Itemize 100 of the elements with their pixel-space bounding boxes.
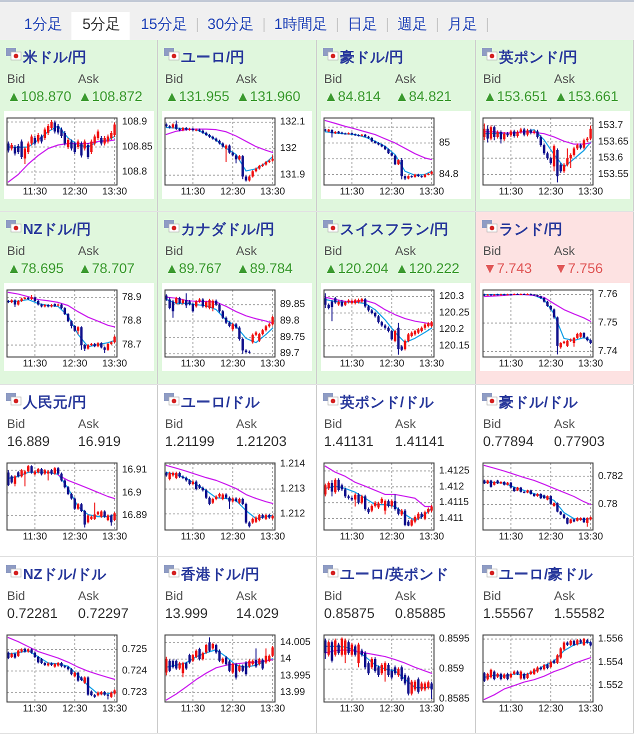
candlestick xyxy=(394,329,396,343)
chart-title: NZドル/ドル xyxy=(23,567,108,583)
chart-title: ランド/円 xyxy=(499,222,564,238)
candlestick xyxy=(589,125,592,141)
candlestick xyxy=(198,647,201,661)
chart-title: NZドル/円 xyxy=(23,222,92,238)
y-tick-label: 78.8 xyxy=(122,316,142,327)
y-tick-label: 89.8 xyxy=(280,316,300,327)
candlestick xyxy=(493,670,496,681)
candlestick xyxy=(500,130,502,144)
text: Ask xyxy=(236,589,258,603)
y-tick-label: 0.859 xyxy=(439,664,464,675)
candlestick xyxy=(74,141,76,154)
candlestick xyxy=(228,144,231,154)
y-tick-label: 13.995 xyxy=(280,670,312,682)
candlestick xyxy=(360,494,364,505)
candlestick xyxy=(113,512,116,522)
candlestick xyxy=(56,124,60,135)
line-series xyxy=(484,657,592,700)
candlestick xyxy=(354,492,356,507)
text: Ask xyxy=(554,417,576,431)
text: ▲153.661 xyxy=(554,88,619,104)
candlestick xyxy=(20,139,23,160)
candlestick xyxy=(354,644,356,658)
candlestick xyxy=(54,120,56,134)
y-tick-label: 120.15 xyxy=(439,340,470,352)
x-tick-label: 11:30 xyxy=(180,532,206,542)
y-tick-label: 7.75 xyxy=(598,318,618,329)
text: Bid xyxy=(165,417,184,431)
text: 0.77903 xyxy=(554,433,605,449)
x-tick-label: 13:30 xyxy=(578,358,604,370)
text: 13.999 xyxy=(165,605,208,621)
text: Bid xyxy=(165,72,184,86)
x-tick-label: 11:30 xyxy=(340,532,364,542)
candlestick xyxy=(430,681,433,700)
y-tick-label: 108.8 xyxy=(122,166,148,178)
text: ▼7.743 xyxy=(483,260,532,276)
candlestick xyxy=(364,297,366,308)
x-tick-label: 11:30 xyxy=(22,186,48,198)
y-tick-label: 0.723 xyxy=(122,687,148,698)
text: ▲78.707 xyxy=(78,260,135,276)
y-tick-label: 85 xyxy=(439,137,451,148)
x-tick-label: 12:30 xyxy=(220,186,246,198)
candlestick xyxy=(394,154,396,166)
text: Ask xyxy=(554,72,576,86)
chart-title: 英ポンド/ドル xyxy=(339,394,436,411)
chart-title: 豪ドル/ドル xyxy=(498,394,580,411)
x-tick-label: 13:30 xyxy=(419,704,445,714)
candlestick xyxy=(350,642,354,658)
line-series xyxy=(8,650,116,694)
candlestick xyxy=(397,666,400,678)
y-tick-label: 131.9 xyxy=(280,170,306,181)
y-tick-label: 1.552 xyxy=(598,680,624,692)
x-tick-label: 13:30 xyxy=(578,532,604,542)
candlestick xyxy=(486,125,489,144)
candlestick xyxy=(417,676,420,694)
candlestick xyxy=(586,516,588,528)
text: Ask xyxy=(554,244,576,258)
chart-title: 香港ドル/円 xyxy=(180,566,260,583)
text: 1.41141 xyxy=(395,433,445,449)
candlestick xyxy=(337,478,340,492)
candlestick xyxy=(357,642,360,668)
x-tick-label: 11:30 xyxy=(498,704,524,714)
line-series xyxy=(484,294,592,322)
candlestick xyxy=(37,132,40,144)
y-tick-label: 1.411 xyxy=(439,513,464,524)
text: 16.889 xyxy=(7,433,50,449)
y-tick-label: 132.1 xyxy=(280,116,306,128)
y-tick-label: 132 xyxy=(280,143,298,154)
text: ▲108.870 xyxy=(7,88,72,104)
candlestick xyxy=(400,157,403,180)
text: 14.029 xyxy=(236,605,280,621)
text: Bid xyxy=(483,72,502,86)
x-tick-label: 13:30 xyxy=(102,358,128,370)
y-tick-label: 153.65 xyxy=(598,136,630,148)
text: 16.919 xyxy=(78,433,122,449)
text: ▼7.756 xyxy=(554,260,604,276)
candlestick xyxy=(394,665,396,676)
chart-title: 米ドル/円 xyxy=(22,49,88,66)
text: 週足 xyxy=(397,16,428,33)
text: 月足 xyxy=(447,16,478,33)
line-series xyxy=(484,464,592,506)
line-series xyxy=(484,642,592,678)
x-tick-label: 11:30 xyxy=(498,532,524,542)
line-series xyxy=(166,296,274,324)
candlestick xyxy=(234,154,238,164)
candlestick xyxy=(420,681,423,692)
text: Bid xyxy=(324,417,342,431)
text: ▲153.651 xyxy=(483,88,548,104)
x-tick-label: 13:30 xyxy=(102,532,128,542)
x-tick-label: 12:30 xyxy=(379,532,405,542)
text: 0.72281 xyxy=(7,605,58,621)
y-tick-label: 89.7 xyxy=(280,348,300,360)
line-series xyxy=(324,298,432,344)
chart-title: カナダドル/円 xyxy=(181,221,276,238)
candlestick xyxy=(70,139,73,151)
text: Ask xyxy=(395,244,417,258)
text: 1分足 xyxy=(24,16,62,33)
candlestick xyxy=(410,679,413,696)
y-tick-label: 78.7 xyxy=(122,340,142,351)
